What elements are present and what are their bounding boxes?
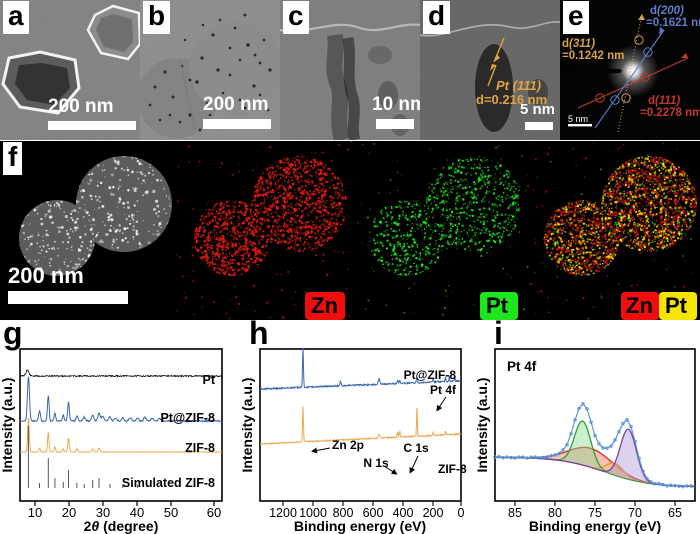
svg-text:d(111): d(111) [648, 95, 680, 107]
svg-text:=0.1242 nm: =0.1242 nm [562, 50, 624, 62]
svg-text:200 nm: 200 nm [48, 96, 113, 117]
svg-text:200 nm: 200 nm [203, 94, 268, 115]
svg-text:Pt (111): Pt (111) [496, 78, 541, 93]
svg-text:10 nm: 10 nm [372, 94, 420, 115]
svg-text:5 nm: 5 nm [520, 101, 555, 118]
svg-text:=0.2278 nm: =0.2278 nm [640, 107, 700, 119]
svg-text:5 nm: 5 nm [568, 114, 588, 124]
svg-text:d(311): d(311) [562, 38, 595, 50]
svg-text:200 nm: 200 nm [8, 263, 84, 288]
svg-text:=0.1621 nm: =0.1621 nm [646, 17, 700, 29]
svg-text:d(200): d(200) [650, 5, 684, 17]
svg-text:Zn: Zn [311, 293, 338, 318]
